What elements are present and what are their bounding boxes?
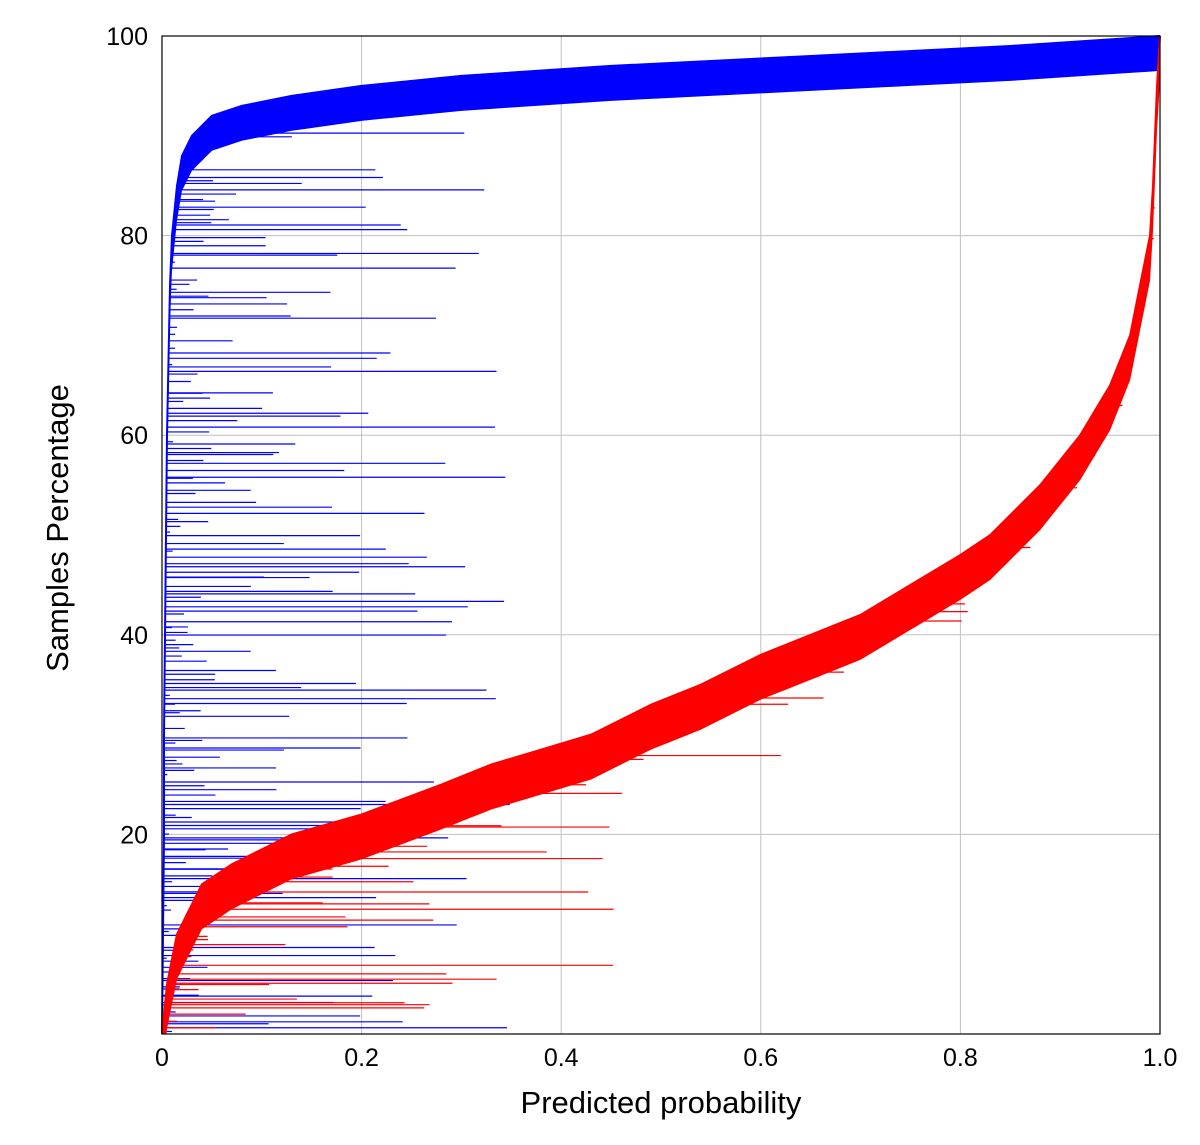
y-tick-label: 80 [120, 223, 148, 251]
x-tick-label: 0.2 [344, 1044, 379, 1072]
y-tick-label: 40 [120, 622, 148, 650]
series-band [162, 36, 1160, 1034]
plot-frame [161, 35, 1161, 1035]
x-tick-label: 0 [155, 1044, 169, 1072]
tick-labels: 0 0.2 0.4 0.6 0.8 1.0 20 40 60 80 100 [106, 23, 1177, 1072]
x-tick-label: 0.4 [544, 1044, 579, 1072]
x-axis-title: Predicted probability [521, 1085, 802, 1120]
y-tick-label: 100 [106, 23, 148, 51]
series-line [161, 35, 1161, 1035]
series-layer [161, 35, 1161, 1035]
series-band [162, 36, 1160, 1034]
series-line [161, 35, 1161, 1035]
y-tick-label: 60 [120, 422, 148, 450]
y-axis-title: Samples Percentage [40, 384, 75, 672]
x-tick-label: 1.0 [1143, 1044, 1178, 1072]
series-blue [161, 35, 1161, 1035]
y-tick-label: 20 [120, 821, 148, 849]
series-red [161, 35, 1161, 1035]
x-tick-label: 0.8 [943, 1044, 978, 1072]
x-tick-label: 0.6 [743, 1044, 778, 1072]
